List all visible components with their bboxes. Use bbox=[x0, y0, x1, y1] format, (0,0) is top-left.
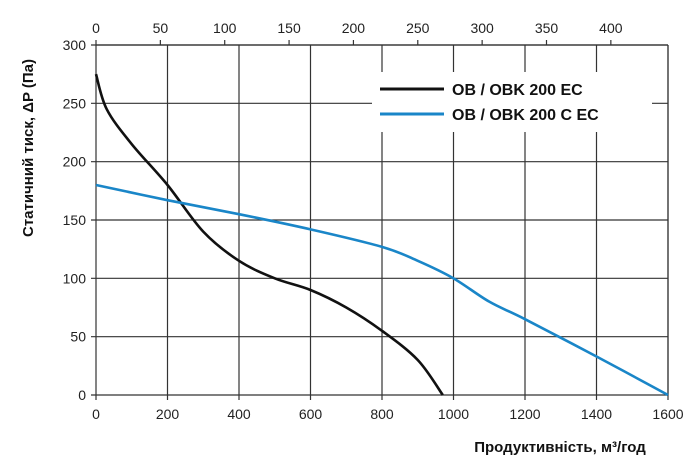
series-lines bbox=[94, 73, 669, 397]
y-tick-label: 100 bbox=[63, 270, 87, 286]
x-tick-label: 1600 bbox=[652, 406, 683, 422]
series-line-1 bbox=[95, 183, 669, 397]
x-tick-label: 800 bbox=[370, 406, 394, 422]
y-axis-label: Статичний тиск, ΔP (Па) bbox=[20, 59, 37, 237]
legend: OB / OBK 200 EC OB / OBK 200 C EC bbox=[372, 72, 652, 132]
top-tick-label: 50 bbox=[153, 20, 169, 36]
x-tick-label: 200 bbox=[156, 406, 180, 422]
top-tick-label: 200 bbox=[342, 20, 366, 36]
x-tick-label: 400 bbox=[227, 406, 251, 422]
top-tick-label: 250 bbox=[406, 20, 430, 36]
top-tick-label: 350 bbox=[535, 20, 559, 36]
legend-label-ob-obk-200-c-ec: OB / OBK 200 C EC bbox=[452, 107, 599, 124]
y-tick-label: 0 bbox=[78, 387, 86, 403]
top-tick-label: 300 bbox=[470, 20, 494, 36]
y-tick-label: 200 bbox=[63, 154, 87, 170]
x-tick-label: 1400 bbox=[581, 406, 612, 422]
series-line-0 bbox=[94, 73, 444, 396]
top-tick-label: 150 bbox=[277, 20, 301, 36]
x-tick-label: 0 bbox=[92, 406, 100, 422]
x-tick-label: 1200 bbox=[509, 406, 540, 422]
x-axis-label: Продуктивність, м³/год bbox=[474, 439, 646, 456]
top-tick-label: 100 bbox=[213, 20, 237, 36]
y-tick-label: 250 bbox=[63, 95, 87, 111]
y-tick-label: 150 bbox=[63, 212, 87, 228]
y-tick-label: 300 bbox=[63, 37, 87, 53]
top-tick-label: 400 bbox=[599, 20, 623, 36]
y-tick-label: 50 bbox=[70, 329, 86, 345]
x-tick-label: 1000 bbox=[438, 406, 469, 422]
tick-labels: 0 200 400 600 800 1000 1200 1400 160005010015020… bbox=[63, 20, 684, 422]
legend-label-ob-obk-200-ec: OB / OBK 200 EC bbox=[452, 82, 583, 99]
top-tick-label: 0 bbox=[92, 20, 100, 36]
legend-background bbox=[372, 72, 652, 132]
x-tick-label: 600 bbox=[299, 406, 323, 422]
